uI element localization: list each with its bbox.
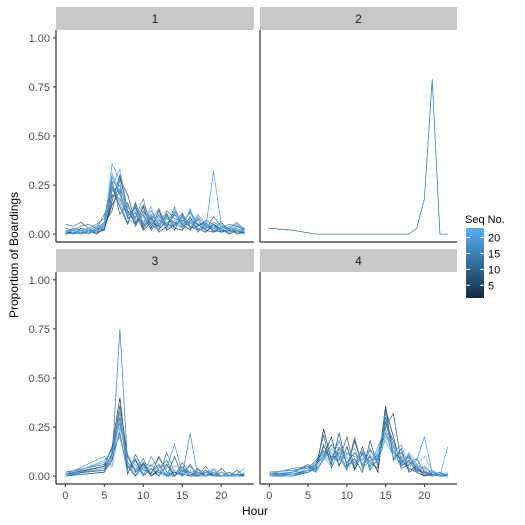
series-group [269,405,449,477]
facet-panel-2: 2 [259,7,457,243]
y-tick-label: 0.75 [29,82,50,94]
facet-strip-label: 3 [152,254,159,268]
series-line-seq-3 [269,409,448,477]
series-line-seq-20 [65,162,245,233]
facet-panel-3: 3 0.00 0.25 0.50 0.75 1.00 0 5 10 15 20 [29,249,254,502]
legend-break-label: 15 [488,248,500,260]
series-group [65,162,245,235]
series-line-seq-14 [65,188,245,231]
y-tick-label: 0.00 [29,229,50,241]
series-line-seq-15 [269,421,448,477]
y-tick-label: 0.25 [29,422,50,434]
series-line-seq-22 [65,419,245,477]
facet-panel-1: 1 0.00 0.25 0.50 0.75 1.00 [29,7,254,243]
series-line-seq-10 [65,431,245,477]
legend-colorbar [466,228,484,298]
series-line-seq-4 [65,397,245,477]
series-line-seq-23 [269,439,448,477]
y-tick-label: 1.00 [29,275,50,287]
series-line-seq-12 [269,79,448,235]
legend-break-label: 5 [488,280,494,292]
legend-break-label: 10 [488,264,500,276]
color-legend: Seq No. 5 10 15 20 [465,214,505,298]
facet-panel-4: 4 0 5 10 15 20 [259,249,457,502]
facet-strip-label: 2 [355,12,362,26]
series-line-seq-22 [65,171,245,233]
x-tick-label: 10 [341,490,353,502]
y-tick-label: 1.00 [29,33,50,45]
series-line-seq-6 [65,417,245,477]
x-tick-label: 0 [266,490,272,502]
facet-panels: 10.000.250.500.751.00230.000.250.500.751… [29,7,457,502]
series-line-seq-21 [65,168,245,233]
y-tick-label: 0.25 [29,180,50,192]
x-tick-label: 20 [418,490,430,502]
series-group [65,328,245,478]
series-line-seq-19 [269,427,448,477]
legend-break-label: 20 [488,233,500,245]
facet-strip [56,249,254,272]
facet-strip [56,7,254,30]
y-tick-label: 0.50 [29,131,50,143]
series-group [269,79,448,235]
x-axis-title: Hour [242,504,268,518]
y-tick-label: 0.75 [29,324,50,336]
series-line-seq-20 [65,435,245,477]
facet-strip-label: 4 [355,254,362,268]
facet-strip [260,7,457,30]
y-axis-title: Proportion of Boardings [7,192,21,318]
x-tick-label: 10 [137,490,149,502]
series-line-seq-16 [65,411,245,478]
series-line-seq-16 [65,184,245,235]
facet-strip-label: 1 [152,12,159,26]
x-tick-label: 20 [215,490,227,502]
x-tick-label: 5 [101,490,107,502]
y-tick-label: 0.00 [29,471,50,483]
legend-title: Seq No. [465,214,505,226]
y-tick-label: 0.50 [29,373,50,385]
series-line-seq-14 [65,328,245,477]
x-tick-label: 5 [305,490,311,502]
series-line-seq-21 [269,436,449,477]
x-tick-label: 15 [176,490,188,502]
x-tick-label: 15 [380,490,392,502]
facet-strip [260,249,457,272]
x-tick-label: 0 [62,490,68,502]
